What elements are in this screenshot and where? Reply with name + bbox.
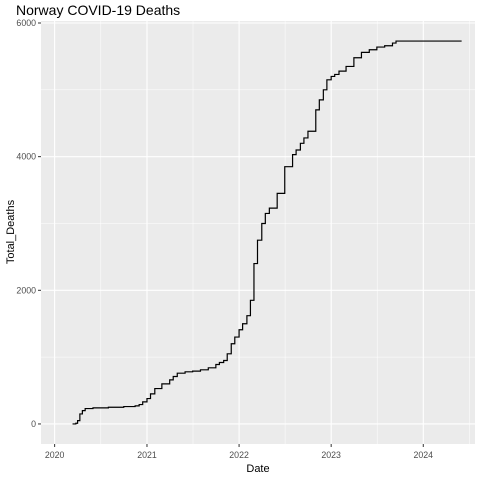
- x-tick-label: 2024: [413, 450, 433, 460]
- y-tick-label: 0: [31, 419, 36, 429]
- x-tick-label: 2022: [229, 450, 249, 460]
- y-tick-label: 2000: [16, 285, 36, 295]
- x-axis-title: Date: [246, 463, 269, 475]
- y-tick-label: 6000: [16, 18, 36, 28]
- total-deaths-line: [72, 40, 462, 425]
- y-axis: 0 2000 4000 6000: [16, 18, 41, 429]
- x-tick-label: 2023: [321, 450, 341, 460]
- grid-major: [41, 21, 475, 444]
- y-axis-title: Total_Deaths: [5, 199, 17, 264]
- x-tick-label: 2020: [45, 450, 65, 460]
- y-tick-label: 4000: [16, 152, 36, 162]
- chart-title: Norway COVID-19 Deaths: [16, 2, 180, 18]
- x-axis: 2020 2021 2022 2023 2024: [45, 444, 433, 460]
- plot-panel: [41, 21, 475, 444]
- x-tick-label: 2021: [137, 450, 157, 460]
- grid-minor: [41, 21, 475, 444]
